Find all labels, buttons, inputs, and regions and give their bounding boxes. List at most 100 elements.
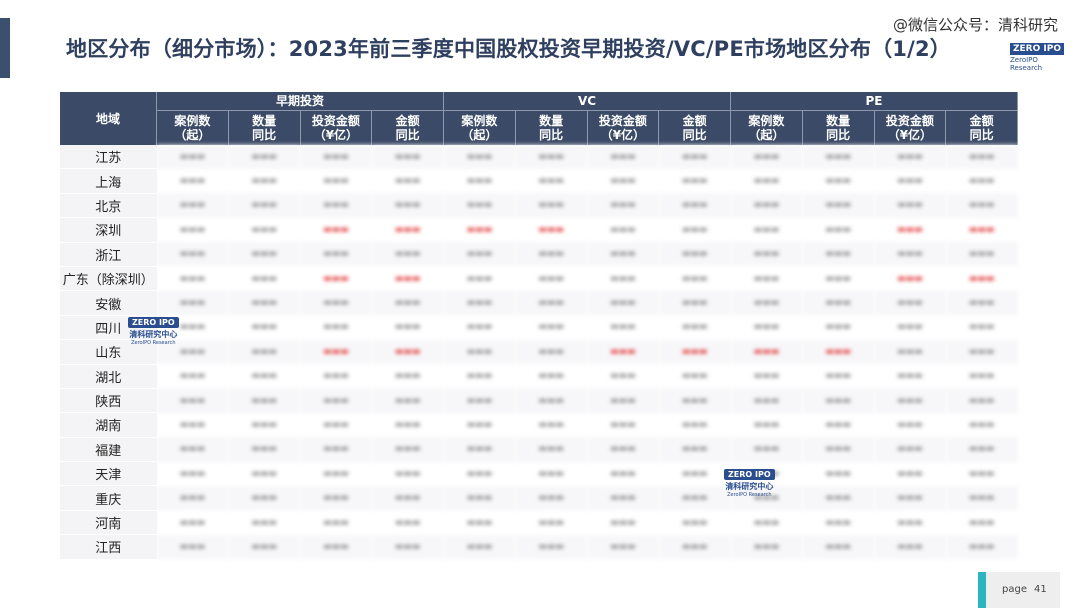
blurred-value-cell: ▬▬▬ <box>681 273 708 284</box>
blurred-value-cell: ▬▬▬ <box>802 388 874 413</box>
title-accent-bar <box>0 18 10 78</box>
blurred-value-cell: ▬▬▬ <box>610 517 636 528</box>
region-cell: 上海 <box>60 168 157 194</box>
blurred-value-cell: ▬▬▬ <box>228 193 300 218</box>
blurred-value-cell: ▬▬▬ <box>251 224 277 235</box>
blurred-value-cell: ▬▬▬ <box>156 534 229 560</box>
blurred-value-cell: ▬▬▬ <box>897 517 923 528</box>
blurred-value-cell: ▬▬▬ <box>825 224 851 235</box>
blurred-value-cell: ▬▬▬ <box>443 290 516 316</box>
blurred-value-cell: ▬▬▬ <box>300 437 372 462</box>
blurred-value-cell: ▬▬▬ <box>371 388 444 413</box>
blurred-value-cell: ▬▬▬ <box>730 242 803 267</box>
blurred-value-cell: ▬▬▬ <box>802 145 874 169</box>
blurred-value-cell: ▬▬▬ <box>323 224 349 235</box>
blurred-value-cell: ▬▬▬ <box>179 468 206 479</box>
blurred-value-cell: ▬▬▬ <box>515 145 587 169</box>
watermark-logo-left: ZERO IPO 清科研究中心 ZeroIPO Research <box>128 310 179 346</box>
blurred-value-cell: ▬▬▬ <box>179 176 206 187</box>
watermark-logo-cn: 清科研究中心 <box>725 482 774 491</box>
table-row: 福建 ▬▬▬ ▬▬▬ ▬▬▬ ▬▬▬ ▬▬▬ ▬▬▬ ▬▬▬ ▬▬▬ ▬▬▬ ▬▬▬ ▬▬▬ ▬▬▬ <box>60 437 1018 463</box>
blurred-value-cell: ▬▬▬ <box>945 145 1018 169</box>
blurred-value-cell: ▬▬▬ <box>300 145 372 169</box>
blurred-value-cell: ▬▬▬ <box>538 517 564 528</box>
watermark-logo-en: ZeroIPO Research <box>727 492 772 498</box>
blurred-value-cell: ▬▬▬ <box>156 485 229 511</box>
table-row: 北京 ▬▬▬ ▬▬▬ ▬▬▬ ▬▬▬ ▬▬▬ ▬▬▬ ▬▬▬ ▬▬▬ ▬▬▬ ▬▬▬ ▬▬▬ ▬▬▬ <box>60 193 1018 219</box>
region-cell: 重庆 <box>60 485 157 511</box>
blurred-value-cell: ▬▬▬ <box>371 193 444 218</box>
sub-header: 金额 同比 <box>945 110 1018 145</box>
blurred-value-cell: ▬▬▬ <box>156 388 229 413</box>
table-row: 山东 ▬▬▬ ▬▬▬ ▬▬▬ ▬▬▬ ▬▬▬ ▬▬▬ ▬▬▬ ▬▬▬ ▬▬▬ ▬▬▬ ▬▬▬ ▬▬▬ <box>60 339 1018 365</box>
table-row: 浙江 ▬▬▬ ▬▬▬ ▬▬▬ ▬▬▬ ▬▬▬ ▬▬▬ ▬▬▬ ▬▬▬ ▬▬▬ ▬▬▬ ▬▬▬ ▬▬▬ <box>60 242 1018 267</box>
blurred-value-cell: ▬▬▬ <box>945 485 1018 511</box>
page-title: 地区分布（细分市场）：2023年前三季度中国股权投资早期投资/VC/PE市场地区… <box>66 37 951 61</box>
blurred-value-cell: ▬▬▬ <box>156 437 229 462</box>
blurred-value-cell: ▬▬▬ <box>515 193 587 218</box>
blurred-value-cell: ▬▬▬ <box>658 485 731 511</box>
page-number: 41 <box>1034 584 1047 595</box>
blurred-value-cell: ▬▬▬ <box>443 534 516 560</box>
blurred-value-cell: ▬▬▬ <box>945 437 1018 462</box>
blurred-value-cell: ▬▬▬ <box>323 517 349 528</box>
blurred-value-cell: ▬▬▬ <box>443 437 516 462</box>
blurred-value-cell: ▬▬▬ <box>587 290 659 316</box>
blurred-value-cell: ▬▬▬ <box>228 437 300 462</box>
blurred-value-cell: ▬▬▬ <box>156 242 229 267</box>
blurred-value-cell: ▬▬▬ <box>323 468 349 479</box>
blurred-value-cell: ▬▬▬ <box>681 517 708 528</box>
blurred-value-cell: ▬▬▬ <box>587 388 659 413</box>
region-cell: 河南 <box>60 510 157 536</box>
blurred-value-cell: ▬▬▬ <box>538 273 564 284</box>
blurred-value-cell: ▬▬▬ <box>466 224 493 235</box>
blurred-value-cell: ▬▬▬ <box>874 145 946 169</box>
blurred-value-cell: ▬▬▬ <box>228 145 300 169</box>
blurred-value-cell: ▬▬▬ <box>251 322 277 333</box>
blurred-value-cell: ▬▬▬ <box>179 224 206 235</box>
blurred-value-cell: ▬▬▬ <box>658 388 731 413</box>
blurred-value-cell: ▬▬▬ <box>681 224 708 235</box>
blurred-value-cell: ▬▬▬ <box>394 176 421 187</box>
table-row: 江苏 ▬▬▬ ▬▬▬ ▬▬▬ ▬▬▬ ▬▬▬ ▬▬▬ ▬▬▬ ▬▬▬ ▬▬▬ ▬▬▬ ▬▬▬ ▬▬▬ <box>60 145 1018 170</box>
blurred-value-cell: ▬▬▬ <box>228 388 300 413</box>
blurred-value-cell: ▬▬▬ <box>945 388 1018 413</box>
sub-header: 数量 同比 <box>802 110 875 145</box>
region-cell: 广东（除深圳） <box>60 266 157 292</box>
table-row: 江西 ▬▬▬ ▬▬▬ ▬▬▬ ▬▬▬ ▬▬▬ ▬▬▬ ▬▬▬ ▬▬▬ ▬▬▬ ▬▬▬ ▬▬▬ ▬▬▬ <box>60 534 1018 560</box>
blurred-value-cell: ▬▬▬ <box>730 290 803 316</box>
blurred-value-cell: ▬▬▬ <box>179 371 206 382</box>
blurred-value-cell: ▬▬▬ <box>587 437 659 462</box>
blurred-value-cell: ▬▬▬ <box>515 485 587 511</box>
table-row: 四川 ▬▬▬ ▬▬▬ ▬▬▬ ▬▬▬ ▬▬▬ ▬▬▬ ▬▬▬ ▬▬▬ ▬▬▬ ▬▬▬ ▬▬▬ ▬▬▬ <box>60 315 1018 341</box>
blurred-value-cell: ▬▬▬ <box>300 242 372 267</box>
blurred-value-cell: ▬▬▬ <box>251 517 277 528</box>
blurred-value-cell: ▬▬▬ <box>897 176 923 187</box>
blurred-value-cell: ▬▬▬ <box>753 176 780 187</box>
blurred-value-cell: ▬▬▬ <box>658 145 731 169</box>
group-header-vc: VC <box>443 92 731 111</box>
blurred-value-cell: ▬▬▬ <box>394 322 421 333</box>
blurred-value-cell: ▬▬▬ <box>945 339 1018 365</box>
page-indicator-stripe <box>978 572 986 608</box>
region-cell: 湖北 <box>60 364 157 389</box>
blurred-value-cell: ▬▬▬ <box>228 339 300 365</box>
blurred-value-cell: ▬▬▬ <box>371 290 444 316</box>
blurred-value-cell: ▬▬▬ <box>371 242 444 267</box>
blurred-value-cell: ▬▬▬ <box>897 322 923 333</box>
blurred-value-cell: ▬▬▬ <box>874 193 946 218</box>
blurred-value-cell: ▬▬▬ <box>251 273 277 284</box>
blurred-value-cell: ▬▬▬ <box>228 242 300 267</box>
logo-sub: ZeroIPO Research <box>1010 56 1043 72</box>
blurred-value-cell: ▬▬▬ <box>802 437 874 462</box>
region-cell: 天津 <box>60 461 157 487</box>
sub-header: 金额 同比 <box>371 110 444 145</box>
region-cell: 江苏 <box>60 145 157 170</box>
blurred-value-cell: ▬▬▬ <box>945 193 1018 218</box>
page-indicator: page 41 <box>978 572 1060 608</box>
blurred-value-cell: ▬▬▬ <box>251 468 277 479</box>
blurred-value-cell: ▬▬▬ <box>300 339 372 365</box>
blurred-value-cell: ▬▬▬ <box>897 224 923 235</box>
blurred-value-cell: ▬▬▬ <box>156 145 229 169</box>
blurred-value-cell: ▬▬▬ <box>874 242 946 267</box>
